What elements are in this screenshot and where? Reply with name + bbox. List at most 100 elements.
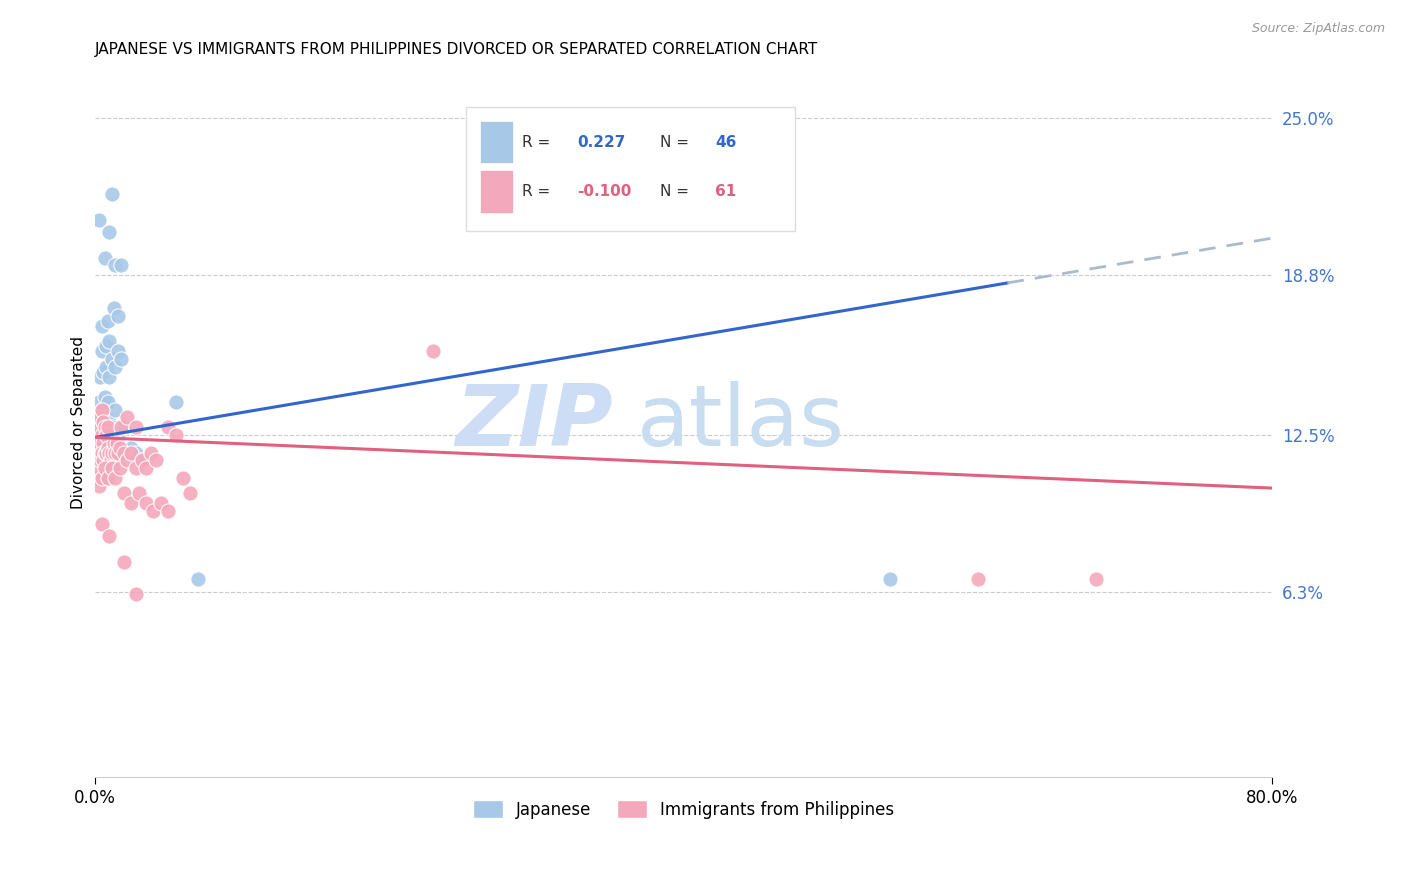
- Point: [93, 365, 115, 379]
- Point: [89, 415, 111, 429]
- Point: [103, 301, 125, 316]
- Text: ZIP: ZIP: [456, 381, 613, 464]
- Point: [96, 410, 118, 425]
- Point: [107, 445, 129, 459]
- Point: [94, 445, 117, 459]
- Point: [96, 359, 118, 374]
- Point: [1084, 572, 1107, 586]
- Point: [110, 258, 132, 272]
- Point: [90, 402, 112, 417]
- Point: [93, 415, 115, 429]
- Point: [179, 486, 201, 500]
- Point: [112, 420, 135, 434]
- Point: [103, 435, 125, 450]
- Y-axis label: Divorced or Separated: Divorced or Separated: [72, 335, 86, 508]
- Point: [149, 496, 172, 510]
- Point: [879, 572, 901, 586]
- Point: [125, 420, 148, 434]
- Point: [107, 428, 129, 442]
- Point: [142, 504, 165, 518]
- Text: 0.227: 0.227: [578, 135, 626, 150]
- Point: [94, 390, 117, 404]
- Point: [120, 496, 142, 510]
- Point: [89, 445, 111, 459]
- Text: R =: R =: [522, 185, 555, 199]
- Point: [87, 420, 110, 434]
- Point: [104, 258, 127, 272]
- Text: Source: ZipAtlas.com: Source: ZipAtlas.com: [1251, 22, 1385, 36]
- Point: [97, 314, 120, 328]
- Point: [112, 445, 135, 459]
- Point: [104, 359, 127, 374]
- FancyBboxPatch shape: [479, 170, 513, 213]
- Point: [112, 555, 135, 569]
- Point: [98, 529, 121, 543]
- Point: [90, 471, 112, 485]
- Point: [96, 445, 118, 459]
- Point: [107, 309, 129, 323]
- Point: [93, 420, 115, 434]
- Point: [125, 587, 148, 601]
- Point: [93, 435, 115, 450]
- Point: [157, 420, 180, 434]
- Text: atlas: atlas: [637, 381, 845, 464]
- Point: [139, 445, 162, 459]
- Point: [90, 428, 112, 442]
- Point: [105, 435, 128, 450]
- Point: [101, 351, 124, 366]
- FancyBboxPatch shape: [465, 107, 796, 231]
- Text: -0.100: -0.100: [578, 185, 631, 199]
- Point: [128, 486, 150, 500]
- Point: [967, 572, 990, 586]
- Point: [165, 428, 187, 442]
- Text: JAPANESE VS IMMIGRANTS FROM PHILIPPINES DIVORCED OR SEPARATED CORRELATION CHART: JAPANESE VS IMMIGRANTS FROM PHILIPPINES …: [94, 42, 818, 57]
- Point: [107, 344, 129, 359]
- Point: [94, 420, 117, 434]
- Point: [97, 471, 120, 485]
- Point: [89, 435, 111, 450]
- Point: [98, 225, 121, 239]
- Point: [108, 441, 131, 455]
- Point: [98, 334, 121, 349]
- Point: [87, 395, 110, 409]
- Point: [104, 445, 127, 459]
- Point: [93, 441, 115, 455]
- Point: [89, 453, 111, 467]
- Point: [145, 453, 167, 467]
- Point: [90, 516, 112, 531]
- Point: [90, 344, 112, 359]
- Point: [87, 435, 110, 450]
- Point: [101, 187, 124, 202]
- Point: [86, 471, 108, 485]
- Point: [112, 486, 135, 500]
- Point: [98, 445, 121, 459]
- Point: [97, 441, 120, 455]
- Point: [101, 460, 124, 475]
- Point: [104, 471, 127, 485]
- FancyBboxPatch shape: [479, 120, 513, 163]
- Point: [110, 351, 132, 366]
- Point: [98, 415, 121, 429]
- Point: [97, 395, 120, 409]
- Point: [87, 441, 110, 455]
- Point: [187, 572, 209, 586]
- Point: [110, 420, 132, 434]
- Point: [717, 187, 740, 202]
- Point: [108, 460, 131, 475]
- Point: [172, 471, 194, 485]
- Point: [115, 453, 138, 467]
- Point: [94, 460, 117, 475]
- Text: 61: 61: [716, 185, 737, 199]
- Point: [131, 453, 153, 467]
- Text: R =: R =: [522, 135, 555, 150]
- Point: [90, 402, 112, 417]
- Point: [135, 460, 157, 475]
- Point: [89, 369, 111, 384]
- Point: [90, 318, 112, 333]
- Point: [89, 410, 111, 425]
- Point: [104, 402, 127, 417]
- Point: [120, 441, 142, 455]
- Point: [157, 504, 180, 518]
- Legend: Japanese, Immigrants from Philippines: Japanese, Immigrants from Philippines: [467, 794, 901, 825]
- Point: [135, 496, 157, 510]
